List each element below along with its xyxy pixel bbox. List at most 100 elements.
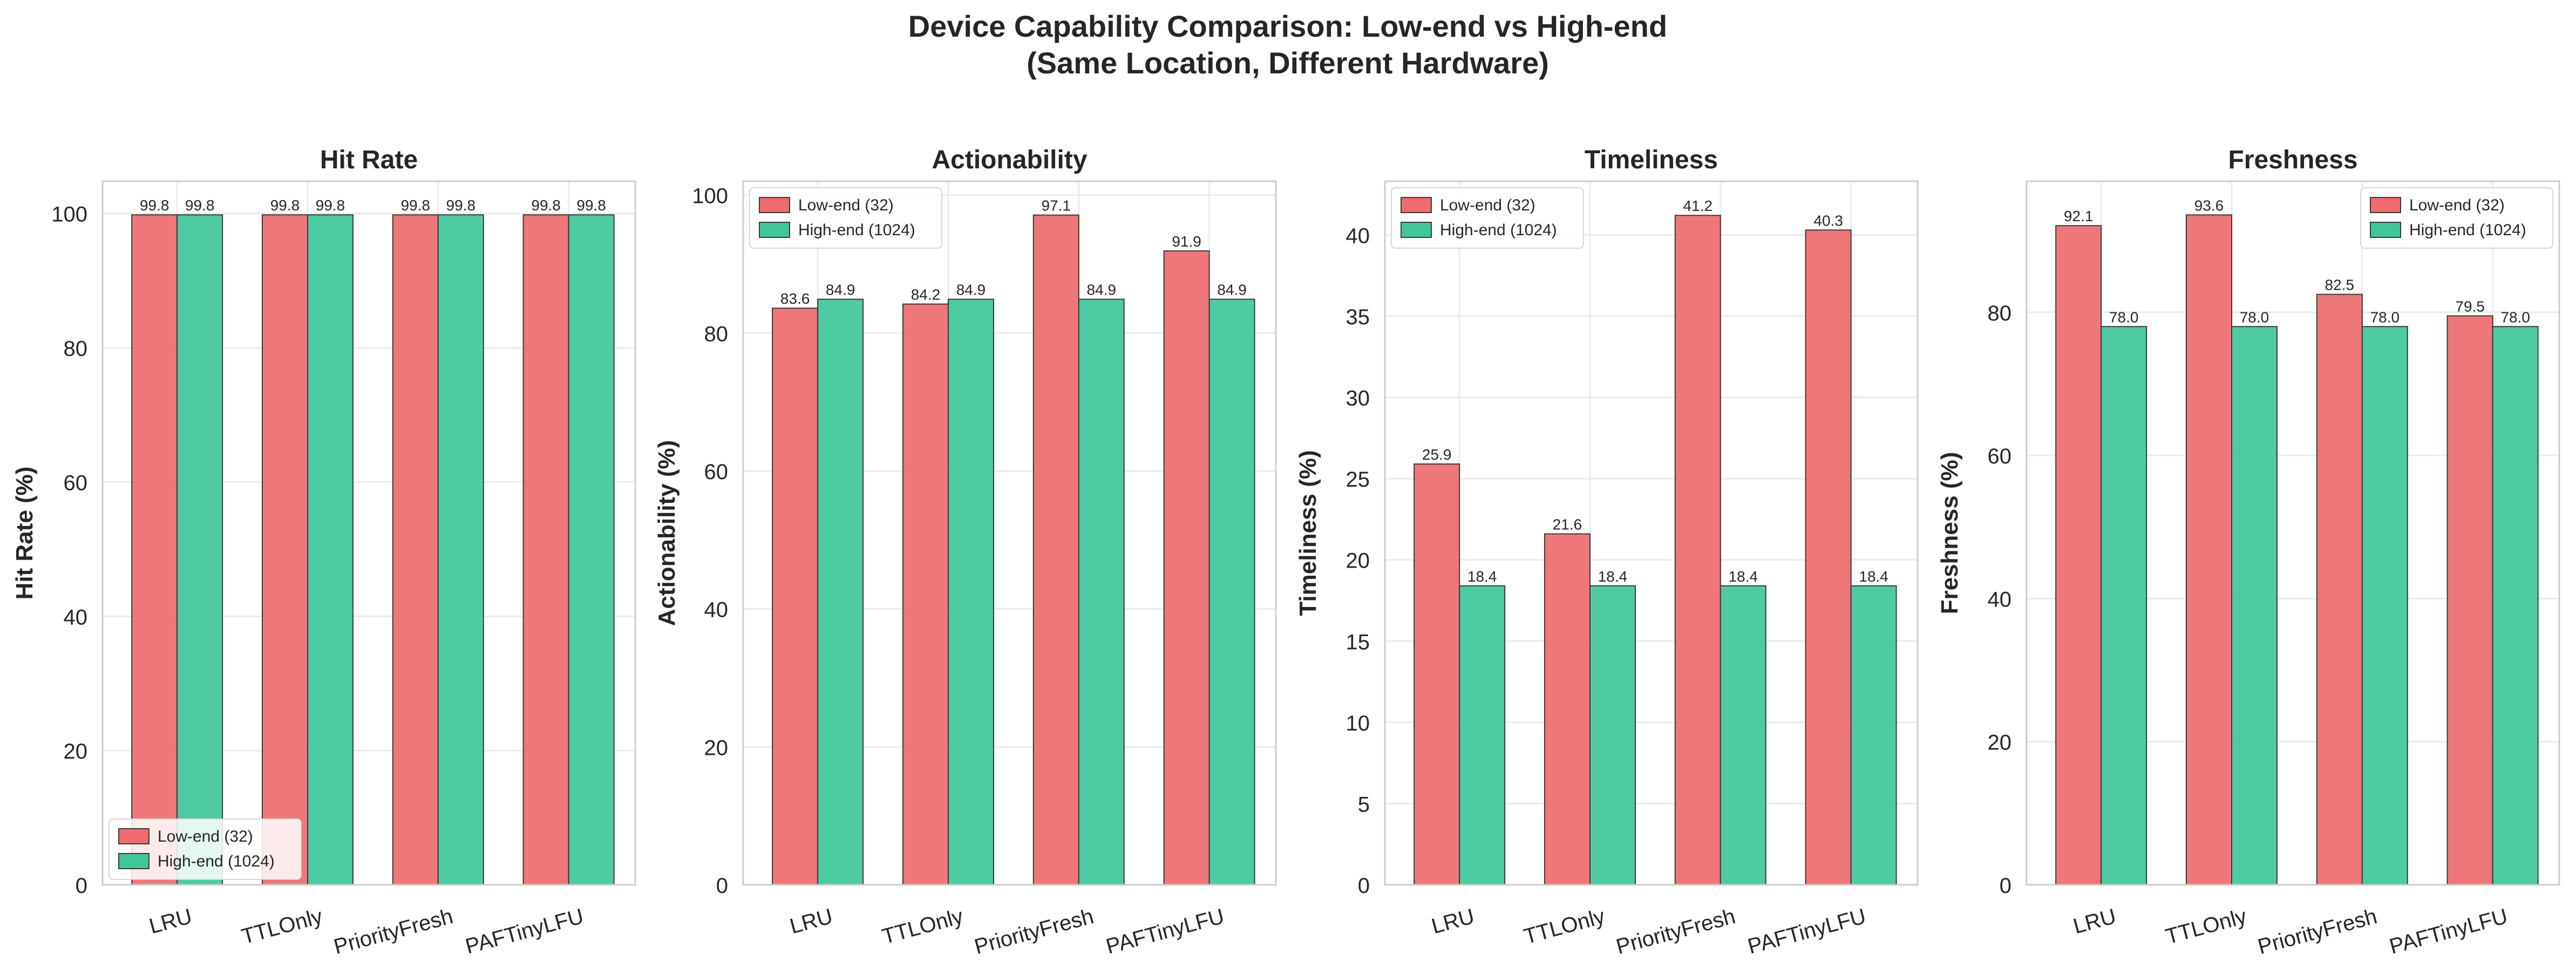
legend-box (108, 818, 302, 880)
bar-high-end (176, 214, 223, 885)
y-tick-label: 5 (1358, 793, 1370, 816)
legend-label: Low-end (32) (2409, 196, 2505, 214)
bar-high-end (947, 298, 994, 885)
bar-low-end (261, 214, 308, 885)
bar-high-end (817, 298, 864, 885)
data-label: 21.6 (1553, 516, 1582, 533)
chart-panel-1: 0 20 40 60 80 100 99.8 99.8 99.8 99.8 99.8 99.8 99.8… (11, 146, 636, 959)
data-label: 83.6 (780, 290, 810, 307)
data-label: 92.1 (2064, 208, 2094, 224)
chart-panel-3: 0 5 10 15 20 25 30 35 40 25.9 21.6 41.2 40.3 18.4 18.4… (1295, 146, 1919, 959)
data-label: 78.0 (2500, 309, 2530, 325)
y-tick-label: 100 (692, 185, 728, 208)
figure-title-line2: (Same Location, Different Hardware) (1027, 46, 1549, 80)
legend-swatch-low-end (118, 828, 149, 844)
y-tick-label: 35 (1346, 305, 1370, 329)
data-label: 99.8 (576, 197, 606, 214)
bar-high-end (307, 214, 354, 885)
bar-high-end (2101, 326, 2147, 885)
bar-high-end (1459, 585, 1506, 885)
figure-title-line1: Device Capability Comparison: Low-end vs… (908, 9, 1667, 43)
data-label: 41.2 (1683, 197, 1713, 214)
y-tick-label: 0 (1358, 874, 1370, 898)
y-tick-label: 40 (1346, 224, 1370, 248)
plot-frame (1384, 180, 1919, 886)
legend-box (2360, 187, 2553, 249)
plot-frame (742, 180, 1277, 886)
y-tick-label: 20 (704, 736, 729, 760)
legend-swatch-high-end (118, 853, 149, 869)
chart-panel-2: 0 20 40 60 80 100 83.6 84.2 97.1 91.9 84.9 84.9 84.9… (654, 146, 1277, 959)
legend-swatch-high-end (1401, 222, 1432, 238)
legend-label: High-end (1024) (1440, 221, 1557, 239)
bar-low-end (902, 303, 949, 885)
y-tick-label: 25 (1346, 468, 1370, 492)
y-tick-label: 20 (64, 740, 88, 763)
data-label: 99.8 (140, 197, 169, 214)
bar-low-end (1032, 214, 1079, 885)
legend-label: Low-end (32) (798, 196, 894, 214)
y-tick-label: 40 (704, 598, 729, 622)
data-label: 84.2 (911, 286, 941, 303)
legend: Low-end (32) High-end (1024) (1391, 187, 1584, 249)
y-axis-label: Actionability (%) (654, 440, 680, 626)
bar-high-end (1208, 298, 1255, 885)
y-axis-label: Hit Rate (%) (11, 467, 38, 600)
bar-high-end (2231, 326, 2278, 885)
data-label: 99.8 (401, 197, 431, 214)
chart-title: Actionability (932, 146, 1087, 174)
plot-frame (2026, 180, 2560, 886)
data-label: 84.9 (1217, 282, 1247, 298)
chart-panel-4: 0 20 40 60 80 92.1 93.6 82.5 79.5 78.0 78.0 78.0 78.… (1936, 146, 2560, 959)
y-tick-label: 60 (64, 471, 88, 495)
bar-high-end (437, 214, 484, 885)
data-label: 18.4 (1467, 568, 1497, 585)
y-tick-label: 20 (1988, 731, 2012, 755)
y-tick-label: 0 (76, 874, 87, 898)
legend-swatch-high-end (2370, 222, 2401, 238)
plot-frame (101, 180, 636, 886)
legend-label: High-end (1024) (2409, 221, 2526, 239)
data-label: 18.4 (1729, 568, 1758, 585)
data-label: 18.4 (1598, 568, 1628, 585)
chart-title: Freshness (2228, 146, 2357, 174)
bar-low-end (1413, 463, 1460, 885)
y-axis-label: Timeliness (%) (1295, 450, 1321, 616)
data-label: 99.8 (531, 197, 561, 214)
bar-low-end (392, 214, 439, 885)
bar-high-end (568, 214, 615, 885)
y-tick-label: 40 (1988, 588, 2012, 611)
y-tick-label: 20 (1346, 549, 1370, 573)
y-tick-label: 0 (2000, 874, 2011, 898)
bar-low-end (1805, 229, 1852, 885)
bar-low-end (131, 214, 178, 885)
y-tick-label: 30 (1346, 387, 1370, 411)
data-label: 78.0 (2240, 309, 2269, 325)
data-label: 18.4 (1859, 568, 1888, 585)
legend-label: Low-end (32) (1440, 196, 1535, 214)
data-label: 99.8 (185, 197, 215, 214)
bar-high-end (1589, 585, 1636, 885)
y-tick-label: 0 (716, 874, 728, 898)
y-tick-label: 40 (64, 605, 88, 629)
data-label: 40.3 (1813, 212, 1843, 229)
y-tick-label: 100 (51, 203, 87, 227)
data-label: 25.9 (1422, 446, 1452, 463)
bar-low-end (2316, 294, 2363, 885)
legend: Low-end (32) High-end (1024) (108, 818, 302, 880)
legend-box (1391, 187, 1584, 249)
data-label: 97.1 (1042, 197, 1071, 214)
bar-low-end (2185, 214, 2232, 885)
data-label: 84.9 (826, 282, 855, 298)
data-label: 84.9 (1087, 282, 1117, 298)
data-label: 99.8 (446, 197, 476, 214)
data-label: 82.5 (2325, 277, 2355, 294)
data-label: 78.0 (2109, 309, 2139, 325)
chart-title: Timeliness (1585, 146, 1718, 174)
bar-high-end (2492, 326, 2539, 885)
chart-title: Hit Rate (320, 146, 418, 174)
y-tick-label: 80 (704, 322, 729, 346)
data-label: 91.9 (1172, 233, 1201, 250)
y-tick-label: 10 (1346, 712, 1370, 735)
bar-high-end (1078, 298, 1125, 885)
